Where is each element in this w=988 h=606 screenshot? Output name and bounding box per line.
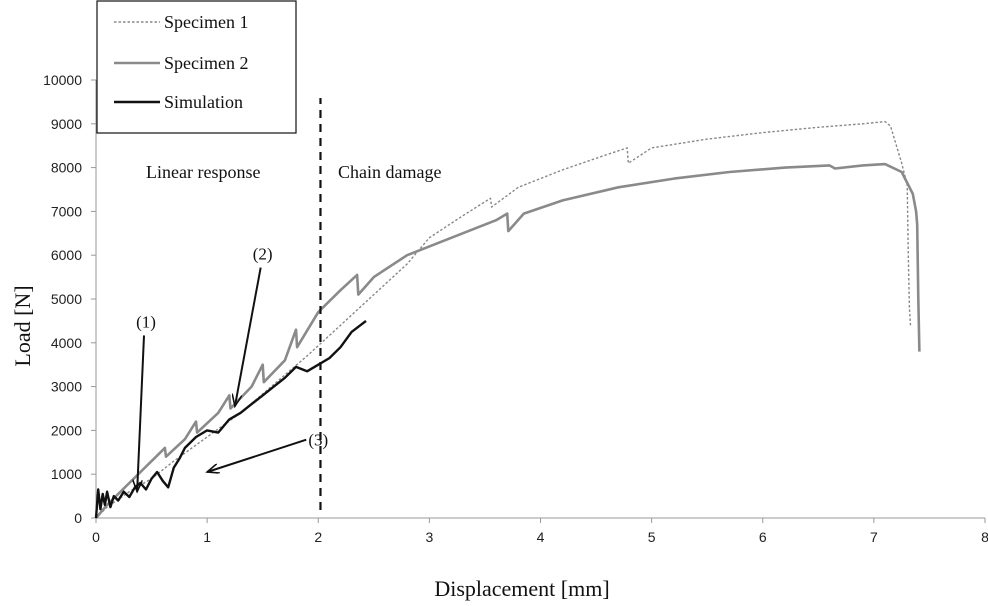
y-tick-label: 8000 bbox=[51, 160, 82, 176]
x-tick-label: 8 bbox=[981, 529, 988, 545]
y-axis-title: Load [N] bbox=[10, 285, 35, 366]
annotation-arrow bbox=[235, 267, 262, 407]
legend-label-simulation: Simulation bbox=[164, 92, 243, 112]
y-tick-label: 3000 bbox=[51, 379, 82, 395]
series-layer bbox=[94, 120, 921, 519]
x-tick-label: 3 bbox=[425, 529, 433, 545]
x-tick-label: 6 bbox=[759, 529, 767, 545]
y-tick-label: 4000 bbox=[51, 335, 82, 351]
x-tick-label: 7 bbox=[870, 529, 878, 545]
annotation-label: (3) bbox=[308, 431, 328, 450]
y-tick-label: 9000 bbox=[51, 116, 82, 132]
series-line-specimen-1 bbox=[95, 120, 912, 519]
series-line-specimen-2 bbox=[95, 162, 921, 519]
legend: Specimen 1 Specimen 2 Simulation bbox=[96, 0, 297, 134]
x-tick-label: 0 bbox=[92, 529, 100, 545]
y-tick-label: 5000 bbox=[51, 291, 82, 307]
y-tick-label: 2000 bbox=[51, 422, 82, 438]
legend-label-specimen-1: Specimen 1 bbox=[164, 12, 248, 32]
region-label-linear: Linear response bbox=[146, 162, 260, 182]
y-tick-label: 10000 bbox=[43, 72, 82, 88]
annotations: (1) (2) (3) bbox=[136, 245, 328, 492]
x-tick-label: 1 bbox=[203, 529, 211, 545]
y-tick-label: 7000 bbox=[51, 203, 82, 219]
y-axis-ticks: 0 1000 2000 3000 4000 5000 6000 7000 8000 9000 100… bbox=[43, 72, 96, 526]
x-tick-label: 4 bbox=[537, 529, 545, 545]
region-label-chain-damage: Chain damage bbox=[338, 162, 441, 182]
x-tick-label: 2 bbox=[314, 529, 322, 545]
series-line-simulation bbox=[94, 319, 367, 519]
annotation-label: (2) bbox=[253, 245, 273, 264]
y-tick-label: 6000 bbox=[51, 247, 82, 263]
annotation-label: (1) bbox=[136, 312, 156, 331]
y-tick-label: 0 bbox=[74, 510, 82, 526]
legend-label-specimen-2: Specimen 2 bbox=[164, 53, 248, 73]
annotation-arrow bbox=[207, 438, 307, 472]
legend-box bbox=[96, 0, 297, 134]
x-tick-label: 5 bbox=[648, 529, 656, 545]
plot-area bbox=[95, 80, 985, 519]
annotation-arrow bbox=[137, 335, 146, 491]
x-axis-title: Displacement [mm] bbox=[434, 576, 609, 601]
y-tick-label: 1000 bbox=[51, 466, 82, 482]
x-axis-ticks: 0 1 2 3 4 5 6 7 8 bbox=[92, 518, 988, 545]
